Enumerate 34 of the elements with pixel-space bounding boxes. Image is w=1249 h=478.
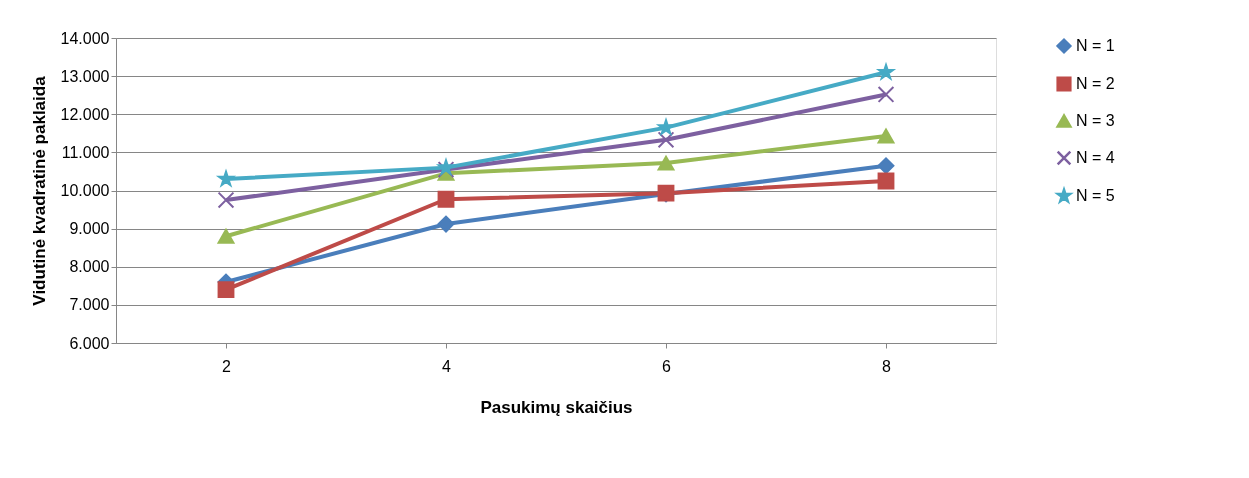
legend-label: N = 5 bbox=[1076, 187, 1115, 204]
point bbox=[877, 63, 895, 80]
point bbox=[217, 228, 235, 244]
y-axis-title: Vidutinė kvadratinė paklaida bbox=[29, 75, 49, 306]
y-tick-label: 14.000 bbox=[60, 29, 110, 47]
point bbox=[657, 155, 675, 171]
y-tick-label: 9.000 bbox=[69, 220, 110, 238]
y-tick-label: 13.000 bbox=[60, 67, 110, 85]
point bbox=[657, 119, 675, 135]
y-tick-label: 7.000 bbox=[69, 296, 110, 314]
point bbox=[877, 128, 895, 144]
y-tick-label: 12.000 bbox=[60, 105, 110, 123]
point bbox=[657, 131, 675, 149]
point bbox=[437, 190, 455, 208]
legend-label: N = 2 bbox=[1076, 75, 1115, 92]
y-tick-label: 11.000 bbox=[61, 143, 110, 161]
y-tick-label: 8.000 bbox=[69, 258, 110, 276]
x-tick-label: 4 bbox=[442, 357, 452, 375]
x-tick-label: 6 bbox=[662, 357, 672, 375]
x-tick-label: 8 bbox=[882, 357, 892, 375]
point bbox=[217, 281, 235, 299]
point bbox=[877, 157, 895, 175]
x-tick-label: 2 bbox=[222, 357, 232, 375]
y-tick-label: 6.000 bbox=[69, 334, 110, 352]
point bbox=[877, 172, 895, 190]
legend-label: N = 4 bbox=[1076, 149, 1115, 166]
point bbox=[216, 168, 236, 188]
y-tick-label: 10.000 bbox=[60, 182, 110, 199]
x-axis-title: Pasukimų skaičius bbox=[480, 397, 633, 417]
point bbox=[217, 191, 235, 209]
legend-label: N = 1 bbox=[1076, 37, 1115, 54]
legend-label: N = 3 bbox=[1076, 112, 1115, 129]
point bbox=[437, 215, 455, 233]
point bbox=[877, 86, 895, 103]
